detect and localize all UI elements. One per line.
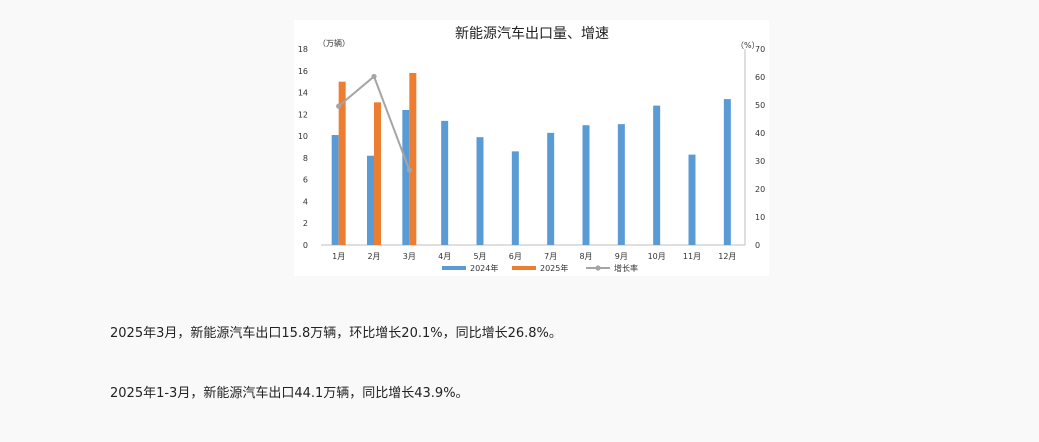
growth-point [406,167,412,173]
bar [688,154,696,245]
bar [617,124,625,245]
left-tick-label: 10 [298,132,308,141]
right-tick-label: 60 [755,73,765,82]
left-tick-label: 16 [298,67,308,76]
chart-card: 新能源汽车出口量、增速 （万辆） （%） 0 2 4 6 8 10 12 14 16 18 0 10 2… [294,20,769,276]
growth-point [336,103,342,109]
bar [402,109,410,245]
bar [338,81,346,245]
x-tick-label: 9月 [615,252,628,261]
x-tick-label: 4月 [438,252,451,261]
summary-paragraph-march: 2025年3月，新能源汽车出口15.8万辆，环比增长20.1%，同比增长26.8… [110,326,562,341]
x-tick-label: 1月 [332,252,345,261]
bar [653,105,661,245]
right-axis-unit: （%） [736,41,760,50]
left-tick-label: 14 [298,89,308,98]
legend-label: 增长率 [614,263,638,273]
x-tick-label: 7月 [544,252,557,261]
growth-line [336,73,412,173]
right-tick-label: 50 [755,101,765,110]
bar [511,151,519,245]
legend: 2024年 2025年 增长率 [442,263,638,273]
bars [331,72,731,245]
left-tick-label: 0 [303,241,308,250]
x-tick-label: 11月 [683,252,701,261]
x-tick-label: 5月 [473,252,486,261]
right-tick-label: 30 [755,157,765,166]
right-tick-label: 70 [755,45,765,54]
chart-title: 新能源汽车出口量、增速 [455,25,609,42]
bar [476,137,484,245]
bar [374,102,381,245]
x-tick-label: 12月 [718,252,736,261]
left-tick-label: 2 [303,219,308,228]
legend-label: 2025年 [540,263,568,273]
left-tick-label: 6 [303,176,308,185]
x-tick-label: 3月 [403,252,416,261]
growth-point [371,73,377,80]
x-tick-label: 10月 [648,252,666,261]
x-tick-label: 2月 [367,252,380,261]
bar [723,99,731,245]
right-tick-label: 20 [755,185,765,194]
bar [547,132,555,245]
x-tick-label: 6月 [509,252,522,261]
chart-svg: 新能源汽车出口量、增速 （万辆） （%） 0 2 4 6 8 10 12 14 16 18 0 10 2… [298,25,765,273]
legend-swatch-marker [595,265,601,271]
left-axis-unit: （万辆） [318,38,350,48]
x-tick-label: 8月 [579,252,592,261]
left-tick-label: 12 [298,110,308,119]
right-tick-label: 0 [755,241,760,250]
axes: 0 2 4 6 8 10 12 14 16 18 0 10 20 30 40 50 60 70 1月 2月 3月 4月 5月… [298,45,765,261]
bar [409,72,417,245]
right-tick-label: 40 [755,129,765,138]
bar [331,135,339,245]
summary-paragraph-q1: 2025年1-3月，新能源汽车出口44.1万辆，同比增长43.9%。 [110,386,469,401]
bar [367,155,374,245]
left-tick-label: 8 [303,154,308,163]
left-tick-label: 4 [303,197,308,206]
left-tick-label: 18 [298,45,308,54]
right-tick-label: 10 [755,213,765,222]
bar [441,120,449,245]
bar [582,125,590,245]
legend-swatch [512,266,536,270]
legend-swatch [442,266,466,270]
legend-label: 2024年 [470,263,498,273]
